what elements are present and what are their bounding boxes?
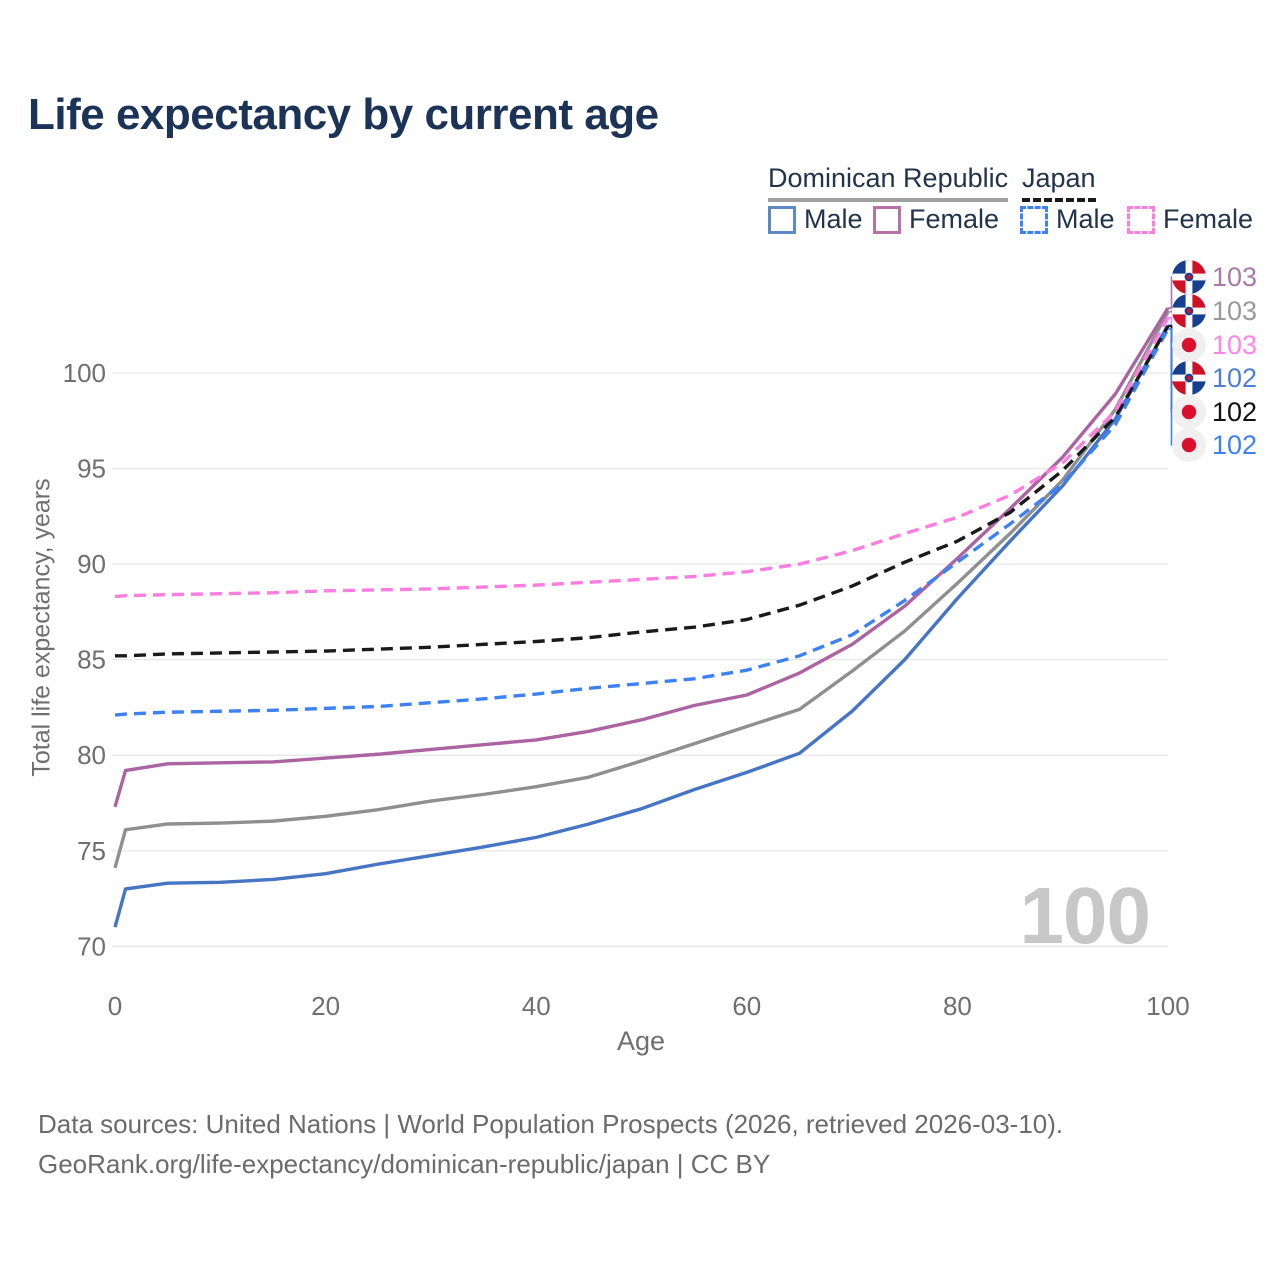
legend-group-dominican-republic[interactable]: Dominican Republic: [768, 163, 1009, 202]
end-label-value: 103: [1212, 329, 1258, 360]
japan-flag-icon: [1172, 395, 1206, 429]
page-title: Life expectancy by current age: [28, 90, 659, 139]
x-axis-title: Age: [616, 1026, 666, 1056]
y-axis-title: Total life expectancy, years: [27, 478, 56, 777]
japan-male-swatch-icon: [1020, 205, 1048, 234]
legend-group-japan[interactable]: Japan: [1022, 163, 1096, 202]
data-sources-footer: Data sources: United Nations | World Pop…: [38, 1104, 1063, 1184]
x-tick-label: 80: [943, 991, 972, 1021]
legend-item-japan-male[interactable]: Male: [1020, 204, 1115, 235]
series-line-dominican-republic-female[interactable]: [113, 307, 1170, 808]
y-tick-label: 90: [77, 549, 106, 579]
series-line-japan-female[interactable]: [114, 316, 1170, 599]
y-tick-label: 100: [63, 358, 106, 388]
footer-line-2: GeoRank.org/life-expectancy/dominican-re…: [38, 1149, 771, 1179]
end-label-value: 102: [1212, 396, 1258, 427]
y-tick-label: 80: [77, 740, 106, 770]
end-label-row: 102: [1172, 361, 1257, 395]
end-label-value: 103: [1212, 295, 1258, 326]
end-label-value: 102: [1212, 362, 1258, 393]
x-tick-label: 0: [108, 991, 122, 1021]
series-line-japan-male[interactable]: [114, 328, 1170, 717]
end-label-row: 102: [1172, 428, 1257, 462]
y-tick-label: 85: [77, 645, 106, 675]
current-age-watermark: 100: [1019, 871, 1151, 960]
legend-item-label: Female: [1163, 204, 1254, 234]
japan-female-swatch-icon: [1127, 205, 1155, 234]
end-label-value: 103: [1212, 261, 1258, 292]
legend-item-japan-female[interactable]: Female: [1127, 204, 1253, 235]
series-line-japan-total[interactable]: [115, 325, 1170, 658]
series-line-dominican-republic-total[interactable]: [113, 311, 1170, 869]
dr-male-swatch-icon: [768, 205, 796, 234]
x-tick-label: 100: [1146, 991, 1189, 1021]
y-tick-label: 75: [77, 836, 106, 866]
end-label-value: 102: [1212, 429, 1258, 460]
x-tick-label: 60: [732, 991, 761, 1021]
legend-item-label: Male: [1056, 204, 1115, 234]
end-label-row: 103: [1172, 294, 1257, 328]
end-label-row: 103: [1172, 260, 1257, 294]
footer-line-1: Data sources: United Nations | World Pop…: [38, 1109, 1064, 1139]
dominican-republic-flag-icon: [1172, 361, 1206, 395]
legend-item-label: Female: [909, 204, 1000, 234]
end-label-row: 102: [1172, 395, 1257, 429]
japan-flag-icon: [1172, 328, 1206, 362]
legend-item-dr-male[interactable]: Male: [768, 204, 863, 235]
legend-item-dr-female[interactable]: Female: [873, 204, 999, 235]
dr-female-swatch-icon: [873, 205, 901, 234]
y-tick-label: 70: [77, 931, 106, 961]
end-label-row: 103: [1172, 328, 1257, 362]
x-tick-label: 20: [311, 991, 340, 1021]
japan-flag-icon: [1172, 428, 1206, 462]
series-line-dominican-republic-male[interactable]: [113, 324, 1170, 928]
dominican-republic-flag-icon: [1172, 294, 1206, 328]
legend-item-label: Male: [804, 204, 863, 234]
chart-legend: Dominican Republic Japan Male Female Mal…: [0, 0, 1280, 250]
y-tick-label: 95: [77, 454, 106, 484]
x-tick-label: 40: [522, 991, 551, 1021]
dominican-republic-flag-icon: [1172, 260, 1206, 294]
